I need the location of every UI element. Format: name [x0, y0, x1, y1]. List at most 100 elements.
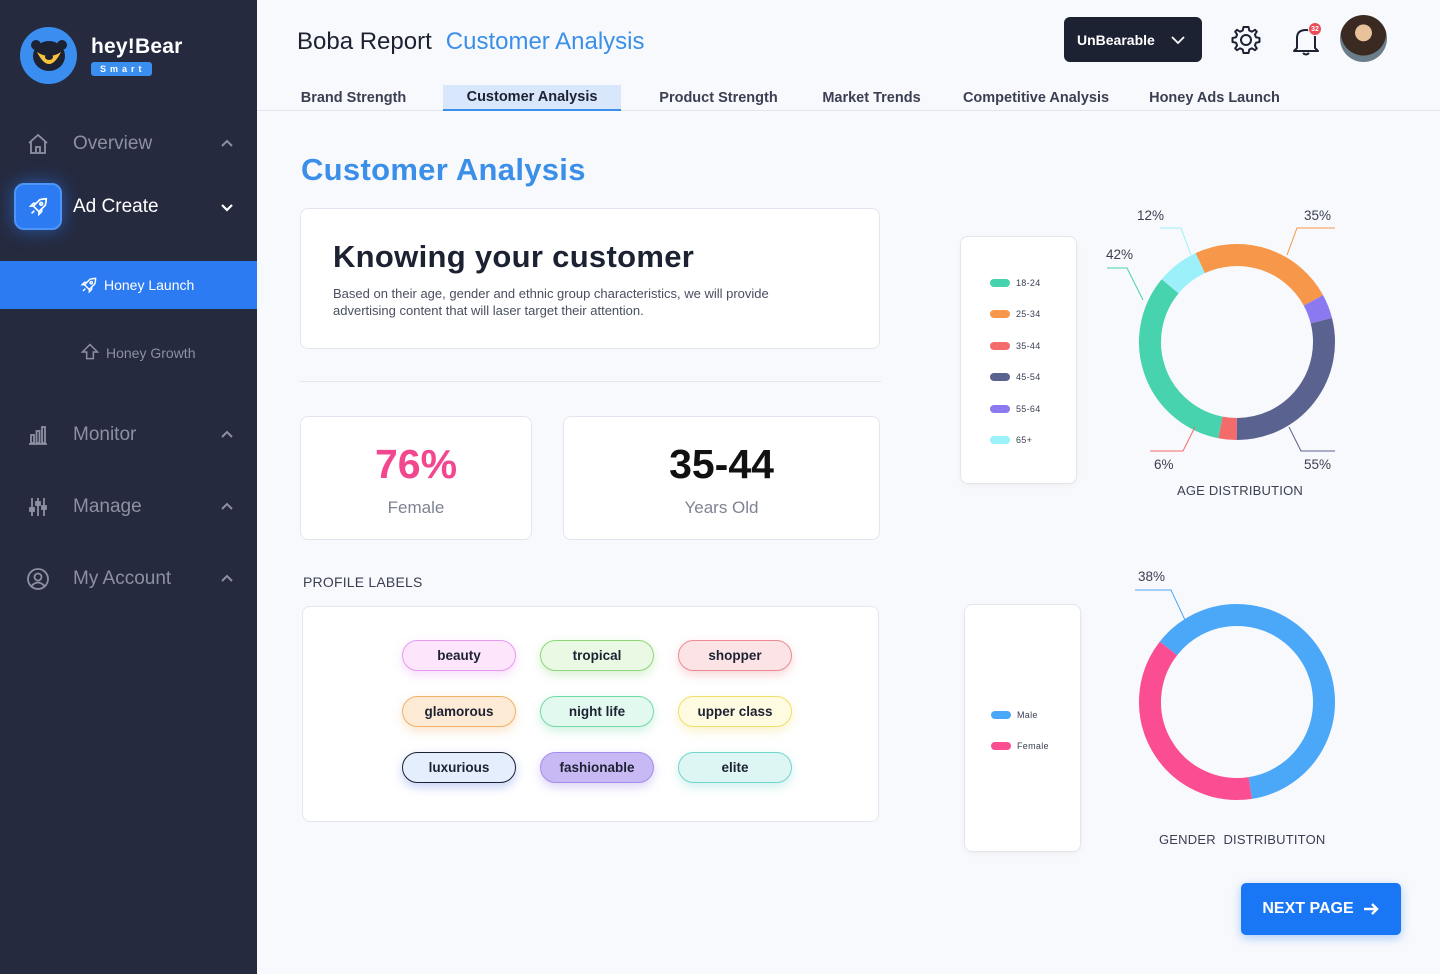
legend-item: 35-44 — [990, 341, 1041, 351]
profile-tag[interactable]: elite — [678, 752, 792, 783]
female-stat-card: 76% Female — [300, 416, 532, 540]
user-circle-icon — [27, 568, 49, 590]
chevron-down-icon — [221, 204, 233, 212]
annotation-line — [1150, 426, 1196, 452]
chevron-up-icon — [221, 574, 233, 582]
tab-brand-strength[interactable]: Brand Strength — [300, 90, 407, 106]
section-divider — [300, 381, 881, 382]
sidebar-item-label: Ad Create — [73, 196, 159, 217]
donut-segment-45-54 — [1236, 317, 1335, 440]
age-stat-value: 35-44 — [669, 441, 774, 487]
female-stat-label: Female — [387, 498, 445, 517]
age-stat-card: 35-44 Years Old — [563, 416, 880, 540]
sidebar-item-overview[interactable]: Overview — [0, 132, 257, 156]
sidebar-subitem-label: Honey Launch — [104, 277, 195, 293]
chevron-up-icon — [221, 502, 233, 510]
report-title: Boba Report — [297, 28, 432, 55]
tab-market-trends[interactable]: Market Trends — [822, 90, 921, 106]
donut-segment-female — [1139, 641, 1252, 800]
sidebar-subitem-label: Honey Growth — [106, 345, 196, 361]
donut-segment-65- — [1161, 253, 1206, 294]
rocket-icon — [80, 277, 97, 294]
legend-item: 18-24 — [990, 278, 1041, 288]
sidebar-item-label: Manage — [73, 496, 142, 517]
rocket-icon[interactable] — [14, 183, 62, 230]
sidebar: hey!Bear Smart Overview Ad Create Honey … — [0, 0, 257, 974]
legend-item: 65+ — [990, 435, 1032, 445]
account-select-value: UnBearable — [1077, 31, 1155, 48]
notification-badge: 32 — [1308, 22, 1322, 36]
profile-tag[interactable]: upper class — [678, 696, 792, 727]
profile-tag[interactable]: beauty — [402, 640, 516, 671]
profile-tag[interactable]: fashionable — [540, 752, 654, 783]
next-page-label: NEXT PAGE — [1262, 900, 1354, 917]
age-annotation: 35% — [1304, 208, 1332, 223]
report-subtitle: Customer Analysis — [445, 28, 645, 55]
annotation-line — [1107, 267, 1144, 301]
tab-customer-analysis[interactable]: Customer Analysis — [443, 85, 621, 111]
gear-icon[interactable] — [1230, 24, 1262, 56]
sidebar-item-label: Overview — [73, 133, 153, 154]
gender-distribution-chart — [1135, 589, 1335, 800]
profile-labels-heading: PROFILE LABELS — [303, 574, 423, 590]
sidebar-item-label: Monitor — [73, 424, 137, 445]
bear-logo-icon — [20, 27, 77, 84]
age-legend-card: 18-24 25-34 35-44 45-54 55-64 65+ — [960, 236, 1077, 484]
logo[interactable]: hey!Bear Smart — [20, 27, 182, 84]
annotation-line — [1135, 589, 1186, 621]
tab-product-strength[interactable]: Product Strength — [659, 90, 778, 106]
legend-item: Female — [991, 741, 1049, 751]
legend-item: 45-54 — [990, 372, 1041, 382]
age-annotation: 42% — [1106, 247, 1134, 262]
age-distribution-chart — [1107, 227, 1335, 452]
bar-chart-icon — [29, 426, 47, 445]
bell-icon[interactable] — [1291, 24, 1321, 56]
knowing-title: Knowing your customer — [333, 239, 695, 274]
sidebar-item-manage[interactable]: Manage — [0, 495, 257, 519]
age-chart-title: AGE DISTRIBUTION — [1177, 483, 1303, 498]
sidebar-subitem-honey-launch[interactable]: Honey Launch — [0, 261, 257, 309]
tab-bar: Brand Strength Customer Analysis Product… — [257, 85, 1440, 111]
legend-item: 25-34 — [990, 309, 1041, 319]
age-annotation: 6% — [1154, 457, 1174, 472]
tab-competitive-analysis[interactable]: Competitive Analysis — [962, 90, 1110, 106]
profile-tag[interactable]: night life — [540, 696, 654, 727]
donut-segment-25-34 — [1195, 244, 1324, 306]
profile-tag[interactable]: tropical — [540, 640, 654, 671]
annotation-line — [1160, 227, 1192, 256]
legend-item: Male — [991, 710, 1038, 720]
chevron-up-icon — [221, 430, 233, 438]
page-header-title: Boba Report Customer Analysis — [297, 28, 645, 56]
app-badge: Smart — [91, 61, 152, 76]
sidebar-item-label: My Account — [73, 568, 172, 589]
next-page-button[interactable]: NEXT PAGE — [1241, 883, 1401, 935]
age-annotation: 12% — [1137, 208, 1165, 223]
donut-segment-55-64 — [1303, 295, 1333, 324]
tab-honey-ads-launch[interactable]: Honey Ads Launch — [1149, 90, 1280, 106]
profile-tag[interactable]: glamorous — [402, 696, 516, 727]
profile-labels-card: beauty tropical shopper glamorous night … — [302, 606, 879, 822]
profile-tag[interactable]: shopper — [678, 640, 792, 671]
home-icon — [28, 133, 48, 154]
app-name: hey!Bear — [91, 34, 183, 58]
account-select[interactable]: UnBearable — [1064, 17, 1202, 62]
donut-segment-18-24 — [1139, 279, 1223, 439]
sidebar-item-monitor[interactable]: Monitor — [0, 423, 257, 447]
gender-chart-title: GENDER DISTRIBUTITON — [1159, 832, 1326, 847]
gender-legend-card: Male Female — [964, 604, 1081, 852]
arrow-up-house-icon — [80, 343, 100, 360]
age-stat-label: Years Old — [684, 498, 759, 517]
annotation-line — [1286, 227, 1335, 256]
sidebar-subitem-honey-growth[interactable]: Honey Growth — [0, 342, 257, 364]
female-stat-value: 76% — [374, 441, 458, 487]
donut-segment-35-44 — [1218, 416, 1237, 440]
sidebar-item-ad-create[interactable]: Ad Create — [0, 195, 257, 219]
donut-segment-male — [1159, 604, 1335, 799]
avatar[interactable] — [1340, 15, 1387, 62]
sliders-icon — [29, 498, 47, 516]
annotation-line — [1288, 426, 1335, 452]
age-annotation: 55% — [1304, 457, 1332, 472]
profile-tag[interactable]: luxurious — [402, 752, 516, 783]
sidebar-item-my-account[interactable]: My Account — [0, 567, 257, 591]
chevron-up-icon — [221, 139, 233, 147]
